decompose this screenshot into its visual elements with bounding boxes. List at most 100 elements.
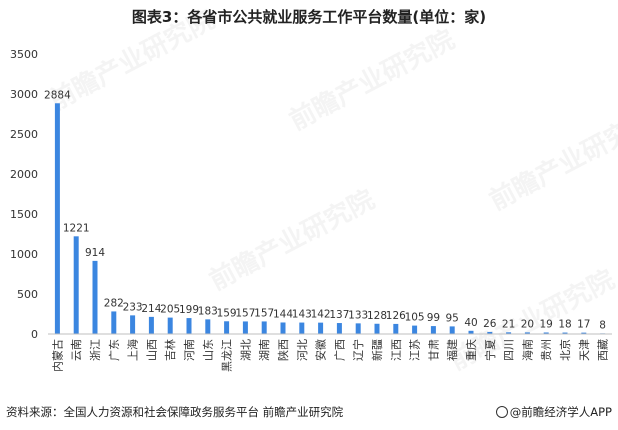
data-label: 8 (599, 319, 606, 331)
data-label: 183 (198, 305, 218, 317)
data-label: 144 (273, 308, 293, 320)
data-label: 2884 (44, 89, 71, 101)
x-tick-label: 河南 (183, 339, 196, 361)
x-tick-labels: 内蒙古 云南 浙江 广东 上海 山西 吉林 河南 山东 黑龙江 湖北 湖南 陕西 河北 安徽 广西 辽宁 新疆 江西… (50, 339, 609, 372)
bar (562, 332, 568, 334)
x-tick-label: 山西 (145, 339, 158, 361)
x-tick-label: 安徽 (314, 339, 328, 361)
data-label: 914 (85, 247, 105, 259)
x-tick-label: 湖南 (258, 339, 271, 361)
bar (543, 332, 549, 334)
brand-logo-icon (495, 406, 508, 418)
x-tick-label: 福建 (445, 339, 459, 361)
x-tick-label: 上海 (126, 339, 140, 361)
bar (73, 236, 79, 334)
source-note: 资料来源：全国人力资源和社会保障政务服务平台 前瞻产业研究院 (6, 405, 344, 419)
y-tick-label: 3000 (10, 88, 38, 101)
data-label: 26 (483, 318, 497, 330)
data-label: 282 (104, 297, 124, 309)
bar (261, 321, 267, 334)
data-label: 99 (427, 312, 440, 324)
data-label: 157 (235, 307, 255, 319)
bar (167, 317, 173, 334)
data-label: 205 (160, 304, 180, 316)
bar (130, 315, 136, 334)
bar (299, 322, 305, 334)
data-label: 21 (502, 318, 515, 330)
bar (186, 318, 192, 334)
x-tick-label: 内蒙古 (50, 339, 64, 372)
data-label: 128 (367, 310, 387, 322)
bar (581, 332, 587, 334)
y-tick-label: 2500 (10, 128, 38, 141)
x-tick-label: 广西 (333, 339, 346, 361)
chart-title: 图表3：各省市公共就业服务工作平台数量(单位：家) (131, 8, 487, 26)
x-tick-label: 吉林 (163, 339, 177, 361)
data-label: 233 (123, 301, 143, 313)
data-label: 126 (386, 310, 406, 322)
bar (524, 332, 530, 334)
data-labels: 2884122191428223321420519918315915715714… (44, 89, 606, 331)
data-label: 137 (329, 309, 349, 321)
x-tick-label: 河北 (296, 339, 309, 361)
x-tick-label: 浙江 (89, 339, 102, 361)
x-tick-label: 湖北 (239, 339, 252, 361)
bar (374, 323, 380, 334)
data-label: 199 (179, 304, 199, 316)
data-label: 143 (292, 309, 312, 321)
x-tick-label: 西藏 (597, 339, 610, 361)
x-tick-label: 甘肃 (427, 339, 440, 361)
x-tick-label: 山东 (202, 339, 215, 361)
y-tick-label: 1500 (10, 208, 38, 221)
data-label: 18 (558, 319, 571, 331)
bar (205, 319, 211, 334)
bars (54, 103, 606, 334)
y-tick-label: 3500 (10, 48, 38, 61)
brand-text: @前瞻经济学人APP (509, 405, 612, 419)
bar (412, 325, 418, 334)
x-tick-label: 重庆 (464, 339, 478, 361)
x-tick-label: 辽宁 (351, 339, 365, 361)
data-label: 105 (405, 312, 425, 324)
bar (355, 323, 361, 334)
data-label: 159 (217, 307, 237, 319)
data-label: 214 (141, 303, 161, 315)
x-tick-label: 广东 (108, 339, 121, 361)
x-tick-label: 江西 (390, 339, 403, 361)
bar (318, 322, 324, 334)
bar (280, 322, 286, 334)
data-label: 1221 (63, 222, 90, 234)
bar (506, 332, 512, 334)
bar (430, 326, 436, 334)
bar (148, 316, 154, 334)
y-tick-label: 2000 (10, 168, 38, 181)
data-label: 157 (254, 307, 274, 319)
data-label: 40 (464, 317, 477, 329)
y-tick-label: 500 (17, 288, 38, 301)
x-tick-label: 江苏 (409, 339, 422, 361)
x-tick-label: 天津 (578, 339, 591, 361)
data-label: 20 (521, 318, 534, 330)
x-tick-label: 陕西 (276, 339, 290, 361)
x-tick-label: 贵州 (540, 339, 553, 361)
bar (224, 321, 230, 334)
bar (487, 331, 493, 334)
data-label: 133 (348, 309, 368, 321)
bar (449, 326, 455, 334)
bar (111, 311, 117, 334)
data-label: 17 (577, 319, 590, 331)
bar (54, 103, 60, 334)
x-tick-label: 北京 (558, 339, 572, 361)
y-tick-label: 1000 (10, 248, 38, 261)
brand-credit: @前瞻经济学人APP (495, 404, 612, 420)
bar (336, 323, 342, 334)
y-axis: 0 500 1000 1500 2000 2500 3000 3500 (10, 48, 38, 341)
bar (92, 260, 98, 334)
data-label: 142 (311, 309, 331, 321)
x-tick-label: 新疆 (370, 339, 384, 361)
data-label: 19 (540, 318, 553, 330)
x-tick-label: 海南 (520, 339, 534, 361)
y-tick-label: 0 (31, 328, 38, 341)
bar (468, 330, 474, 334)
bar (393, 323, 399, 334)
